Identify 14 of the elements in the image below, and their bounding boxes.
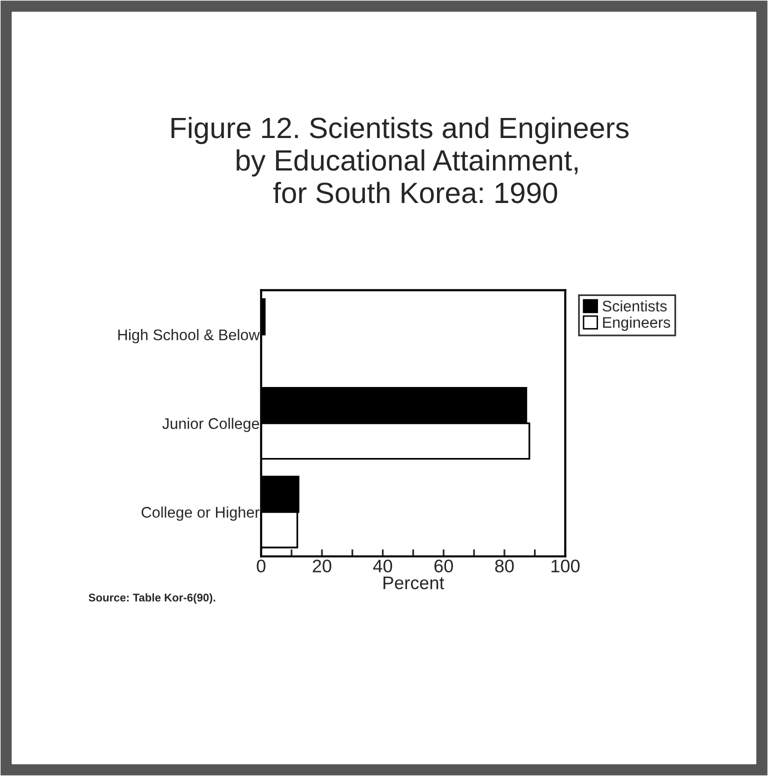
legend-label: Scientists: [602, 300, 667, 312]
x-tick-label: 20: [312, 560, 332, 572]
y-tick-label: College or Higher: [142, 506, 260, 521]
y-tick-label: Junior College: [162, 418, 260, 432]
legend-label: Engineers: [603, 316, 670, 331]
source-note: Source: Table Kor-6(90).: [88, 593, 216, 604]
chart-title: Figure 12. Scientists and Engineers by Educational Attainment, for South Korea: 1990: [172, 116, 629, 204]
x-tick-label: 40: [373, 560, 392, 572]
y-tick-label: High School & Below: [118, 329, 260, 344]
x-tick-label: 0: [256, 560, 266, 572]
x-tick-label: 100: [552, 560, 580, 572]
x-axis-title: Percent: [384, 576, 444, 590]
x-tick-label: 80: [495, 560, 514, 572]
x-tick-label: 60: [434, 560, 453, 572]
